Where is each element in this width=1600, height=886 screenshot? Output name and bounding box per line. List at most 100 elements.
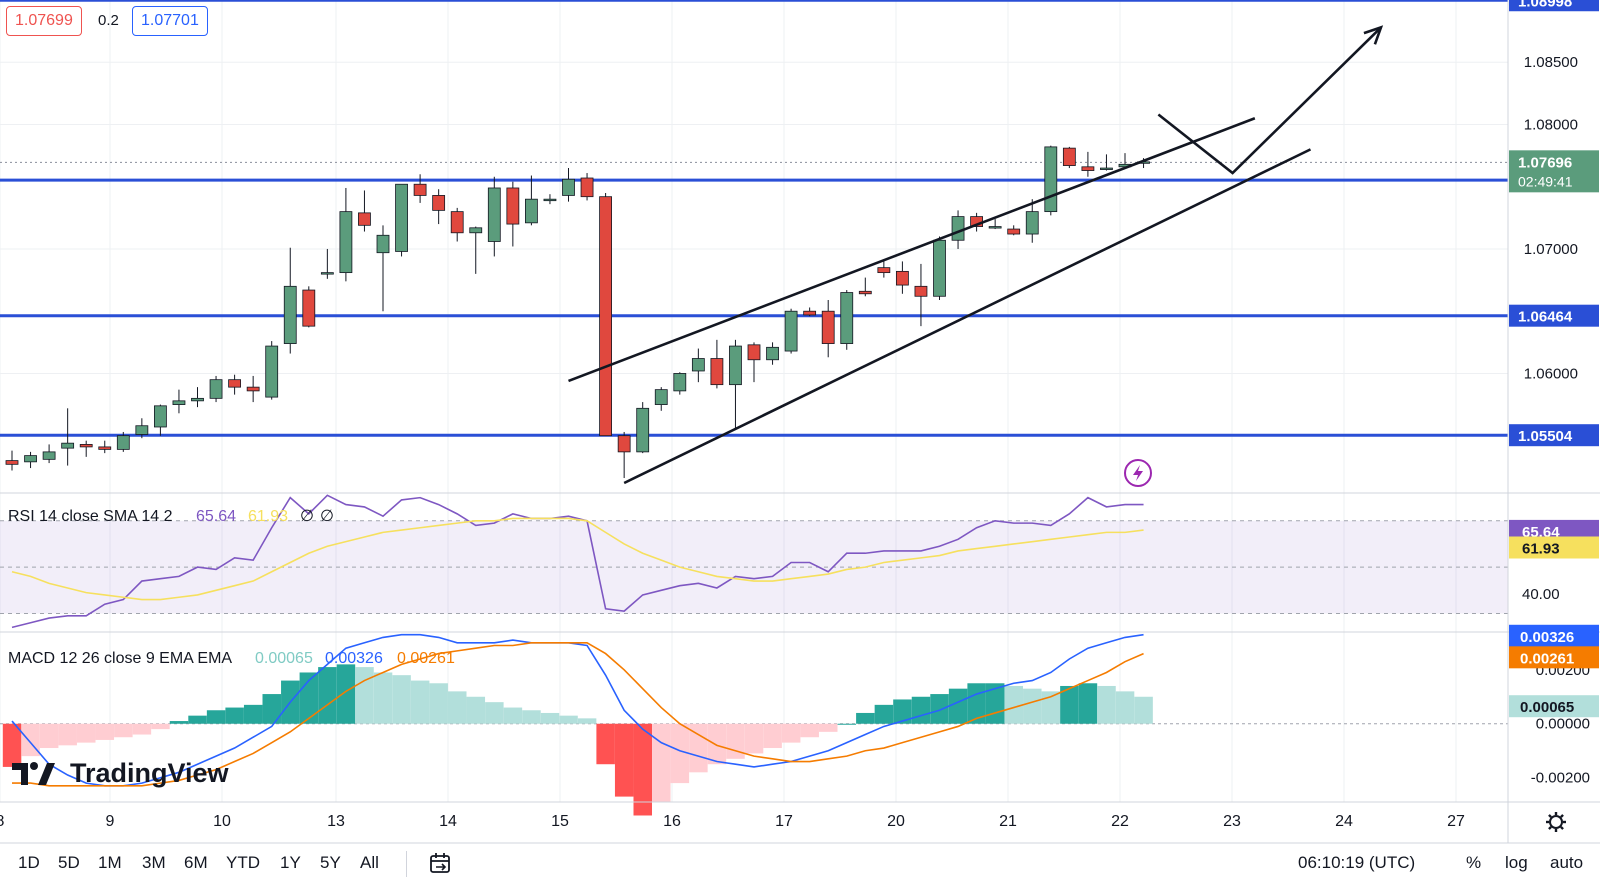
macd-value: 0.00065 [255, 650, 313, 667]
macd-histogram-bar [392, 675, 411, 724]
utc-clock[interactable]: 06:10:19 (UTC) [1298, 853, 1416, 872]
timeframe-ytd[interactable]: YTD [226, 853, 260, 872]
macd-histogram-bar [77, 723, 96, 743]
candle-body [636, 407, 650, 453]
x-tick-label: 23 [1223, 813, 1241, 830]
candle-body [376, 234, 390, 254]
tradingview-logo-text: TradingView [70, 758, 229, 788]
annotations [568, 25, 1384, 487]
macd-histogram-bar [206, 710, 226, 724]
x-tick-label: 16 [663, 813, 681, 830]
macd-histogram-bar [225, 707, 244, 724]
timeframe-6m[interactable]: 6M [184, 853, 208, 872]
level-price-label-bg [1509, 0, 1599, 12]
rsi-value: ∅ [300, 508, 314, 525]
horizontal-levels [0, 0, 1508, 437]
level-price-label-bg [1509, 304, 1599, 327]
lightning-bolt [1133, 465, 1143, 481]
macd-histogram-bar [930, 694, 949, 724]
candle-body [1025, 211, 1039, 235]
level-price-label: 1.06464 [1518, 309, 1573, 326]
candle-body [395, 183, 408, 252]
candle-body [710, 358, 724, 386]
timeframe-1d[interactable]: 1D [18, 853, 40, 872]
candle-body [432, 195, 446, 211]
macd-histogram-bar [1023, 688, 1042, 724]
timeframe-3m[interactable]: 3M [142, 853, 166, 872]
candle-body [840, 292, 854, 344]
candle-body [116, 435, 130, 450]
timeframe-5y[interactable]: 5Y [320, 853, 341, 872]
timeframe-5d[interactable]: 5D [58, 853, 80, 872]
macd-histogram-bar [874, 704, 894, 724]
macd-histogram-bar [1134, 696, 1153, 724]
bid-price-button[interactable]: 1.07699 [6, 6, 82, 36]
candle-body [896, 270, 909, 286]
lightning-event-icon [1124, 459, 1152, 487]
macd-histogram-bar [114, 723, 133, 738]
macd-histogram-bar [169, 721, 189, 724]
candle-body [487, 187, 501, 242]
candle-body [42, 451, 56, 460]
x-tick-label: 15 [551, 813, 569, 830]
tradingview-logo-icon [12, 762, 55, 785]
macd-histogram-bar [800, 723, 819, 738]
gear-tooth [1560, 826, 1564, 830]
bottom-toolbar: 1D 5D 1M 3M 6M YTD 1Y 5Y All 06:10:19 (U… [0, 843, 1600, 886]
current-price-label-bg [1509, 150, 1599, 193]
candle-body [24, 455, 37, 463]
candle-body [1044, 146, 1058, 213]
candle-body [1062, 147, 1076, 166]
candle-body [599, 196, 612, 437]
x-tick-label: 22 [1111, 813, 1129, 830]
auto-toggle[interactable]: auto [1550, 853, 1584, 872]
x-tick-label: 9 [106, 813, 115, 830]
candle-body [580, 177, 594, 198]
macd-value-label: 0.00261 [1520, 650, 1574, 667]
candle-body [988, 226, 1002, 229]
candle-body [209, 379, 223, 399]
x-tick-label: 13 [327, 813, 345, 830]
x-tick-label: 8 [0, 813, 5, 830]
rsi-value: 65.64 [196, 508, 236, 525]
macd-value-label: 0.00065 [1520, 699, 1574, 716]
macd-histogram-bar [448, 691, 467, 724]
candle-body [246, 386, 260, 392]
macd-line [11, 633, 1144, 787]
macd-title: MACD 12 26 close 9 EMA EMA [8, 650, 232, 667]
date-range-icon[interactable] [428, 852, 454, 881]
macd-histogram-bar [763, 723, 782, 749]
candle-body [784, 310, 798, 352]
macd-histogram-bar [132, 723, 152, 735]
timeframe-1m[interactable]: 1M [98, 853, 122, 872]
log-toggle[interactable]: log [1505, 853, 1528, 872]
projection-arrow [1157, 26, 1382, 175]
x-tick-label: 14 [439, 813, 457, 830]
axes: 8 9 10 13 14 15 16 17 20 21 22 23 24 27 1.08500 1.08000… [0, 0, 1600, 844]
candle-body [877, 267, 891, 274]
rsi-value: 61.93 [248, 508, 288, 525]
settings-gear-icon[interactable] [1546, 812, 1566, 832]
macd-histogram-bar [58, 723, 77, 746]
macd-histogram-bar [819, 723, 838, 732]
rsi-pane: RSI 14 close SMA 14 2 65.64 61.93 ∅ ∅ [0, 494, 1508, 629]
ask-price-button[interactable]: 1.07701 [132, 6, 208, 36]
rsi-value-label-bg [1509, 519, 1599, 542]
macd-pane: MACD 12 26 close 9 EMA EMA 0.00065 0.00326… [0, 633, 1508, 816]
candle-body [228, 379, 242, 388]
macd-value-label-bg [1509, 624, 1599, 647]
macd-histogram-bar [1078, 683, 1098, 724]
macd-histogram-bar [559, 715, 578, 724]
gear-tooth [1548, 826, 1552, 830]
candle-body [821, 310, 835, 344]
timeframe-1y[interactable]: 1Y [280, 853, 301, 872]
macd-histogram-bar [151, 723, 170, 730]
timeframe-all[interactable]: All [360, 853, 379, 872]
macd-histogram-bar [39, 723, 59, 749]
percent-toggle[interactable]: % [1466, 853, 1482, 872]
candle-body [914, 285, 928, 297]
rsi-sma-line [11, 517, 1144, 601]
candle-body [951, 216, 965, 241]
candle-body [79, 444, 93, 448]
